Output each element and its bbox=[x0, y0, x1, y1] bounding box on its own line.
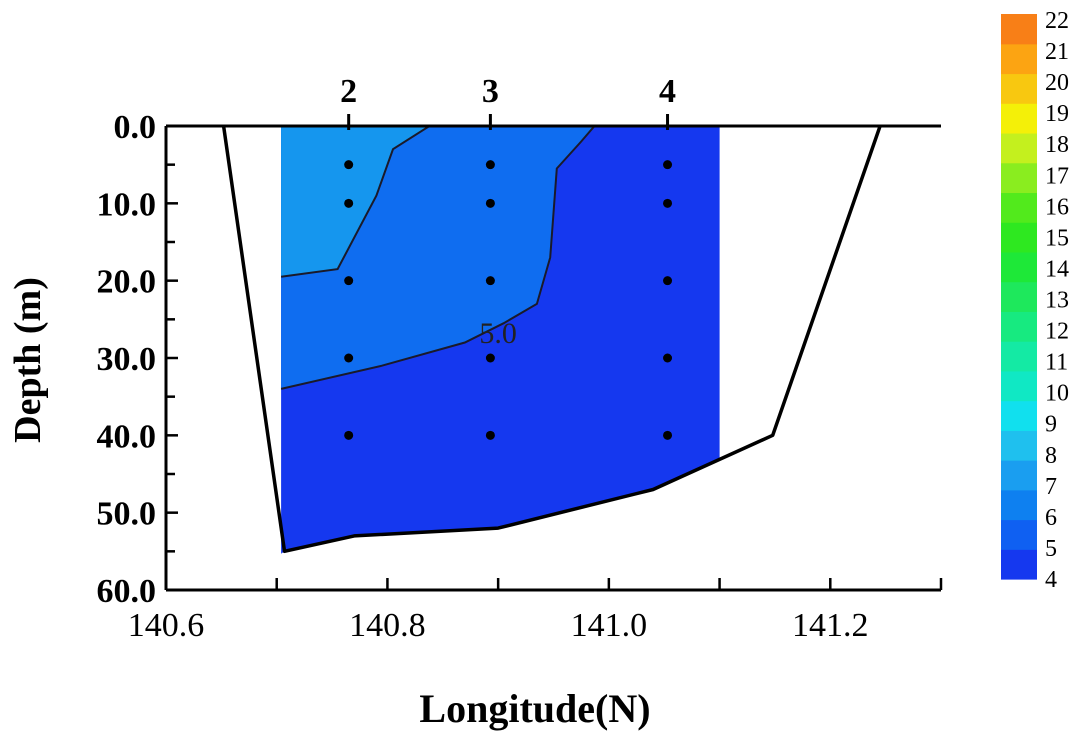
colorbar-tick-label: 16 bbox=[1045, 194, 1069, 220]
x-tick-label: 141.2 bbox=[792, 607, 869, 644]
sample-point bbox=[344, 276, 354, 286]
contour-layer: 5.0 bbox=[280, 125, 596, 390]
colorbar-tick-label: 11 bbox=[1045, 350, 1068, 376]
colorbar-swatch bbox=[1001, 43, 1037, 75]
colorbar-tick-label: 12 bbox=[1045, 319, 1069, 345]
colorbar-swatch bbox=[1001, 370, 1037, 402]
colorbar-swatch bbox=[1001, 103, 1037, 134]
colorbar-swatch bbox=[1001, 489, 1037, 521]
colorbar-tick-label: 6 bbox=[1045, 505, 1057, 531]
station-label: 3 bbox=[482, 73, 499, 110]
sample-point bbox=[485, 276, 495, 286]
colorbar-swatch bbox=[1001, 311, 1037, 342]
colorbar-swatch bbox=[1001, 460, 1037, 491]
sample-point bbox=[485, 430, 495, 440]
y-tick-label: 50.0 bbox=[97, 496, 157, 533]
colorbar-tick-label: 21 bbox=[1045, 39, 1069, 65]
x-tick-label: 140.8 bbox=[349, 607, 426, 644]
colorbar: 4 5 6 7 8 9 10 11 12 13 14 15 16 17 18 19 20 21 22 bbox=[1001, 8, 1069, 593]
colorbar-swatch bbox=[1001, 341, 1037, 372]
bottom-profile-line bbox=[221, 125, 882, 554]
sample-point bbox=[485, 160, 495, 170]
sample-point bbox=[344, 198, 354, 208]
bathymetry-layer bbox=[221, 125, 882, 554]
sample-point bbox=[485, 198, 495, 208]
y-axis-label: Depth (m) bbox=[7, 277, 49, 443]
colorbar-tick-label: 13 bbox=[1045, 288, 1069, 314]
colorbar-tick-label: 18 bbox=[1045, 132, 1069, 158]
colorbar-swatch bbox=[1001, 430, 1037, 461]
colorbar-tick-label: 10 bbox=[1045, 381, 1069, 407]
colorbar-swatch bbox=[1001, 281, 1037, 312]
sample-point bbox=[663, 160, 673, 170]
y-tick-label: 10.0 bbox=[97, 186, 157, 223]
colorbar-tick-label: 22 bbox=[1045, 8, 1069, 34]
colorbar-swatch bbox=[1001, 162, 1037, 194]
y-tick-label: 20.0 bbox=[97, 264, 157, 301]
sample-point bbox=[344, 430, 354, 440]
fill-layer bbox=[281, 126, 720, 554]
station-label: 4 bbox=[659, 73, 676, 110]
fill-region-6-7 bbox=[281, 126, 430, 277]
colorbar-swatch bbox=[1001, 549, 1037, 580]
contour-line-5 bbox=[280, 125, 596, 390]
colorbar-swatch bbox=[1001, 14, 1037, 45]
colorbar-tick-label: 7 bbox=[1045, 474, 1057, 500]
colorbar-tick-label: 14 bbox=[1045, 256, 1069, 282]
colorbar-tick-label: 5 bbox=[1045, 536, 1057, 562]
contour-label: 5.0 bbox=[479, 317, 517, 350]
colorbar-tick-label: 19 bbox=[1045, 101, 1069, 127]
x-tick-label: 141.0 bbox=[571, 607, 648, 644]
colorbar-tick-label: 15 bbox=[1045, 225, 1069, 251]
colorbar-tick-label: 8 bbox=[1045, 443, 1057, 469]
sample-point bbox=[344, 353, 354, 363]
sample-point bbox=[485, 353, 495, 363]
colorbar-swatch bbox=[1001, 251, 1037, 283]
x-axis-label: Longitude(N) bbox=[419, 686, 650, 731]
colorbar-tick-label: 17 bbox=[1045, 163, 1069, 189]
contour-line-6 bbox=[280, 125, 431, 278]
colorbar-swatch bbox=[1001, 400, 1037, 431]
sample-point bbox=[344, 160, 354, 170]
x-tick-label: 140.6 bbox=[128, 607, 205, 644]
stations-layer: 2 3 4 bbox=[340, 73, 676, 440]
colorbar-swatch bbox=[1001, 192, 1037, 223]
sample-point bbox=[663, 353, 673, 363]
colorbar-tick-label: 4 bbox=[1045, 567, 1057, 593]
sample-point bbox=[663, 198, 673, 208]
y-tick-label: 0.0 bbox=[114, 109, 157, 146]
colorbar-tick-label: 9 bbox=[1045, 412, 1057, 438]
colorbar-swatch bbox=[1001, 222, 1037, 253]
y-tick-label: 60.0 bbox=[97, 573, 157, 610]
y-tick-label: 30.0 bbox=[97, 341, 157, 378]
colorbar-swatch bbox=[1001, 73, 1037, 104]
station-label: 2 bbox=[340, 73, 357, 110]
y-tick-label: 40.0 bbox=[97, 418, 157, 455]
colorbar-swatch bbox=[1001, 519, 1037, 550]
colorbar-swatch bbox=[1001, 132, 1037, 164]
sample-point bbox=[663, 276, 673, 286]
sample-point bbox=[663, 430, 673, 440]
colorbar-tick-label: 20 bbox=[1045, 70, 1069, 96]
